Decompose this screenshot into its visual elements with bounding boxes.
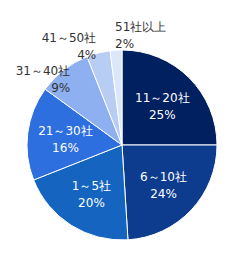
svg-text:31～40社9%: 31～40社9% — [16, 64, 71, 95]
svg-text:21～30社16%: 21～30社16% — [38, 124, 93, 155]
svg-text:41～50社4%: 41～50社4% — [42, 31, 97, 62]
svg-text:11～20社25%: 11～20社25% — [135, 91, 190, 122]
svg-text:1～5社20%: 1～5社20% — [72, 179, 111, 210]
svg-text:6～10社24%: 6～10社24% — [140, 170, 187, 201]
svg-text:51社以上2%: 51社以上2% — [115, 20, 166, 51]
